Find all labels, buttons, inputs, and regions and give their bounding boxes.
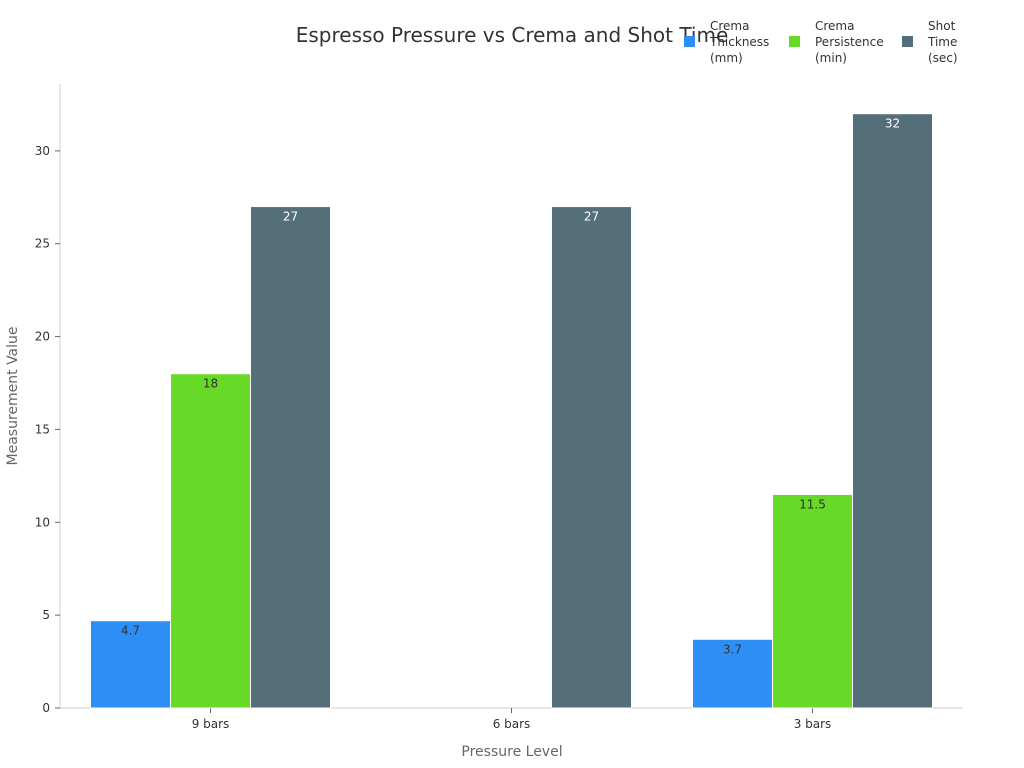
legend-label: Shot [928,19,956,33]
x-tick-label: 3 bars [794,717,832,731]
x-tick-label: 9 bars [192,717,230,731]
legend-swatch [684,36,695,47]
bars: 4.7 18 27 27 3.7 11.5 32 [90,113,933,709]
legend-label: (mm) [710,51,743,65]
y-tick-label: 0 [42,701,50,715]
y-axis-label: Measurement Value [5,326,21,465]
chart-title: Espresso Pressure vs Crema and Shot Time [296,23,729,47]
legend-label: Persistence [815,35,884,49]
legend-label: Crema [710,19,749,33]
legend: Crema Thickness (mm) Crema Persistence (min) S… [684,19,958,65]
bar-value-label: 18 [203,377,218,391]
legend-swatch [902,36,913,47]
bar [692,638,773,709]
legend-label: Crema [815,19,854,33]
bar [90,620,171,709]
bar [170,373,251,709]
y-tick-label: 30 [35,144,50,158]
bar-value-label: 11.5 [799,497,826,511]
legend-swatch [789,36,800,47]
y-tick-label: 15 [35,422,50,436]
bar [250,206,331,709]
bar [852,113,933,709]
y-tick-label: 25 [35,237,50,251]
bar [772,493,853,709]
legend-label: (sec) [928,51,958,65]
y-tick-label: 5 [42,608,50,622]
legend-label: Time [927,35,957,49]
y-tick-label: 10 [35,515,50,529]
bar-value-label: 27 [584,210,599,224]
bar-value-label: 4.7 [121,624,140,638]
x-tick-label: 6 bars [493,717,531,731]
bar-value-label: 27 [283,210,298,224]
legend-label: (min) [815,51,847,65]
bar-value-label: 3.7 [723,642,742,656]
bar [551,206,632,709]
legend-label: Thickness [709,35,769,49]
bar-value-label: 32 [885,117,900,131]
x-axis-label: Pressure Level [461,744,562,760]
y-tick-label: 20 [35,330,50,344]
